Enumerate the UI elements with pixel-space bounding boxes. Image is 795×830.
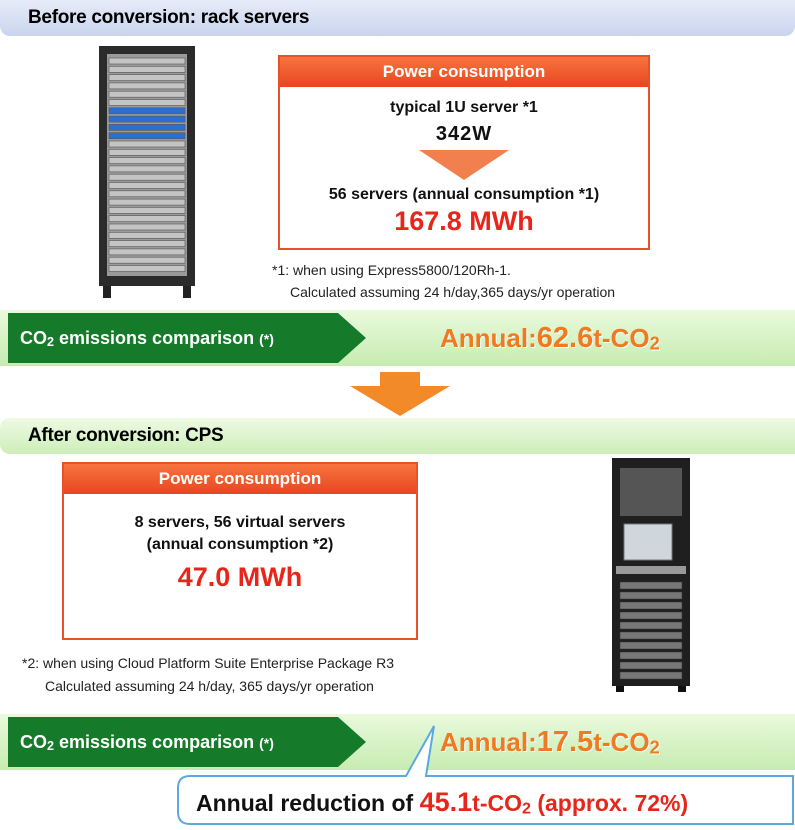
keyboard-tray	[616, 566, 686, 574]
server-foot	[678, 686, 686, 692]
slot	[109, 91, 185, 97]
footnote: Calculated assuming 24 h/day,365 days/yr…	[290, 284, 615, 300]
box-title: Power consumption	[64, 464, 416, 494]
box-line: 8 servers, 56 virtual servers	[64, 514, 416, 532]
text: CO	[20, 328, 47, 348]
subscript: 2	[650, 334, 660, 354]
footnote: Calculated assuming 24 h/day, 365 days/y…	[45, 678, 374, 694]
slot	[620, 582, 682, 589]
section-heading: Before conversion: rack servers	[0, 0, 795, 36]
rack-wheel	[183, 286, 191, 298]
footnote: *2: when using Cloud Platform Suite Ente…	[22, 655, 394, 671]
slot	[620, 642, 682, 649]
slot	[109, 224, 185, 230]
note: (*)	[259, 331, 274, 347]
slot	[109, 199, 185, 205]
slot	[109, 249, 185, 255]
box-line: 56 servers (annual consumption *1)	[280, 186, 648, 204]
text: Annual	[440, 323, 528, 353]
text: emissions comparison	[54, 328, 254, 348]
page: {"before": {"heading": "Before conversio…	[0, 0, 795, 828]
subscript: 2	[522, 799, 531, 817]
text: CO	[20, 732, 47, 752]
arrow-shape	[350, 372, 450, 416]
slot	[620, 672, 682, 679]
server-panel	[620, 468, 682, 516]
slot	[620, 632, 682, 639]
slot	[109, 133, 185, 139]
slot	[109, 166, 185, 172]
box-title: Power consumption	[280, 57, 648, 87]
slot	[620, 592, 682, 599]
slot	[109, 100, 185, 106]
slot	[109, 116, 185, 122]
slot	[109, 141, 185, 147]
box-total: 47.0 MWh	[64, 562, 416, 593]
subscript: 2	[47, 739, 54, 753]
slot	[109, 232, 185, 238]
arrow-shape	[419, 150, 509, 180]
slot	[109, 257, 185, 263]
transition-arrow	[350, 372, 450, 416]
power-box: Power consumption 8 servers, 56 virtual …	[62, 462, 418, 640]
slot	[109, 124, 185, 130]
slot	[109, 83, 185, 89]
server-foot	[616, 686, 624, 692]
slot	[109, 149, 185, 155]
emissions-label: CO2 emissions comparison (*)	[20, 310, 274, 370]
slot	[620, 602, 682, 609]
slot	[109, 158, 185, 164]
unit: t-CO	[472, 790, 522, 816]
rack-server-illustration	[95, 46, 199, 304]
box-line: (annual consumption *2)	[64, 536, 416, 554]
unit: t-CO	[593, 323, 649, 353]
value: 45.1	[420, 787, 473, 817]
annual-emissions: Annual:62.6t-CO2	[440, 310, 660, 372]
slot	[109, 108, 185, 114]
slot	[620, 652, 682, 659]
slot	[109, 66, 185, 72]
text: :	[528, 323, 537, 353]
reduction-text: Annual reduction of 45.1t-CO2 (approx. 7…	[196, 780, 688, 830]
percent: (approx. 72%)	[537, 790, 688, 816]
slot	[620, 612, 682, 619]
slot	[109, 216, 185, 222]
slot	[109, 75, 185, 81]
footnote: *1: when using Express5800/120Rh-1.	[272, 262, 511, 278]
value: 62.6	[537, 322, 593, 354]
down-arrow	[419, 150, 509, 180]
subscript: 2	[47, 335, 54, 349]
slot	[620, 662, 682, 669]
slot	[109, 207, 185, 213]
power-box: Power consumption typical 1U server *1 3…	[278, 55, 650, 250]
emissions-band: CO2 emissions comparison (*) Annual:62.6…	[0, 310, 795, 366]
slot	[109, 174, 185, 180]
monitor	[624, 524, 672, 560]
slot	[109, 241, 185, 247]
slot	[109, 183, 185, 189]
text: Annual reduction of	[196, 790, 420, 816]
rack-wheel	[103, 286, 111, 298]
cps-server-illustration	[610, 458, 692, 693]
box-line: typical 1U server *1	[280, 99, 648, 117]
section-heading: After conversion: CPS	[0, 418, 795, 454]
slot	[109, 191, 185, 197]
slot	[109, 58, 185, 64]
box-watts: 342W	[280, 123, 648, 146]
slot	[109, 266, 185, 272]
slot	[620, 622, 682, 629]
box-total: 167.8 MWh	[280, 206, 648, 237]
